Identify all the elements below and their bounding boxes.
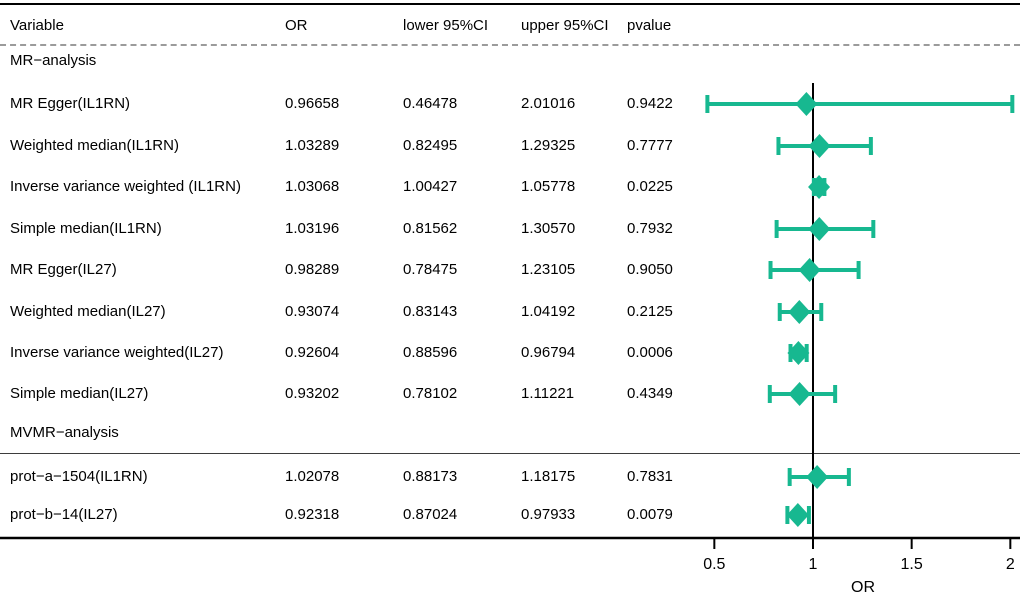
upper-ci-cell: 1.18175 — [521, 468, 576, 485]
estimate-diamond — [808, 175, 831, 199]
estimate-diamond — [808, 134, 831, 158]
upper-ci-cell: 0.97933 — [521, 506, 576, 523]
lower-ci-cell: 0.82495 — [403, 137, 458, 154]
variable-cell: MR Egger(IL1RN) — [10, 95, 131, 112]
lower-ci-cell: 0.46478 — [403, 95, 458, 112]
upper-ci-cell: 1.23105 — [521, 261, 576, 278]
variable-cell: prot−b−14(IL27) — [10, 506, 118, 523]
x-axis-tick-label: 2 — [1005, 556, 1015, 573]
x-axis-tick-label: 1.5 — [900, 556, 923, 573]
variable-cell: Weighted median(IL1RN) — [10, 137, 179, 154]
section-label: MVMR−analysis — [10, 424, 119, 441]
upper-ci-cell: 1.04192 — [521, 303, 576, 320]
or-cell: 1.03196 — [285, 220, 340, 237]
column-header-upper-ci: upper 95%CI — [521, 17, 609, 34]
pvalue-cell: 0.4349 — [627, 385, 673, 402]
lower-ci-cell: 1.00427 — [403, 178, 458, 195]
or-cell: 0.93074 — [285, 303, 340, 320]
or-cell: 1.03068 — [285, 178, 340, 195]
upper-ci-cell: 1.05778 — [521, 178, 576, 195]
pvalue-cell: 0.9422 — [627, 95, 673, 112]
top-rule — [0, 3, 1020, 5]
pvalue-cell: 0.0225 — [627, 178, 673, 195]
pvalue-cell: 0.0006 — [627, 344, 673, 361]
pvalue-cell: 0.7831 — [627, 468, 673, 485]
or-cell: 0.93202 — [285, 385, 340, 402]
x-axis-title: OR — [851, 579, 875, 596]
or-cell: 0.96658 — [285, 95, 340, 112]
lower-ci-cell: 0.78102 — [403, 385, 458, 402]
or-cell: 1.03289 — [285, 137, 340, 154]
x-axis-tick-label: 0.5 — [703, 556, 726, 573]
upper-ci-cell: 2.01016 — [521, 95, 576, 112]
variable-cell: Inverse variance weighted (IL1RN) — [10, 178, 241, 195]
column-header-or: OR — [285, 17, 308, 34]
upper-ci-cell: 1.29325 — [521, 137, 576, 154]
estimate-diamond — [808, 217, 831, 241]
or-cell: 0.98289 — [285, 261, 340, 278]
upper-ci-cell: 1.30570 — [521, 220, 576, 237]
variable-cell: prot−a−1504(IL1RN) — [10, 468, 148, 485]
pvalue-cell: 0.7932 — [627, 220, 673, 237]
pvalue-cell: 0.0079 — [627, 506, 673, 523]
pvalue-cell: 0.2125 — [627, 303, 673, 320]
mvmr-separator-rule — [0, 453, 1020, 454]
variable-cell: MR Egger(IL27) — [10, 261, 117, 278]
estimate-diamond — [795, 92, 818, 116]
variable-cell: Simple median(IL27) — [10, 385, 149, 402]
estimate-diamond — [806, 465, 829, 489]
x-axis-tick-label: 1 — [808, 556, 818, 573]
lower-ci-cell: 0.88596 — [403, 344, 458, 361]
section-label: MR−analysis — [10, 52, 97, 69]
column-header-variable: Variable — [10, 17, 64, 34]
lower-ci-cell: 0.81562 — [403, 220, 458, 237]
estimate-diamond — [788, 300, 811, 324]
lower-ci-cell: 0.78475 — [403, 261, 458, 278]
estimate-diamond — [798, 258, 821, 282]
estimate-diamond — [788, 382, 811, 406]
lower-ci-cell: 0.87024 — [403, 506, 458, 523]
lower-ci-cell: 0.83143 — [403, 303, 458, 320]
variable-cell: Simple median(IL1RN) — [10, 220, 162, 237]
or-cell: 0.92604 — [285, 344, 340, 361]
pvalue-cell: 0.7777 — [627, 137, 673, 154]
column-header-lower-ci: lower 95%CI — [403, 17, 489, 34]
upper-ci-cell: 1.11221 — [521, 385, 575, 402]
estimate-diamond — [786, 503, 809, 527]
variable-cell: Weighted median(IL27) — [10, 303, 166, 320]
estimate-diamond — [787, 341, 810, 365]
or-cell: 1.02078 — [285, 468, 340, 485]
header-separator-rule — [0, 44, 1020, 46]
lower-ci-cell: 0.88173 — [403, 468, 458, 485]
pvalue-cell: 0.9050 — [627, 261, 673, 278]
column-header-pvalue: pvalue — [627, 17, 672, 34]
variable-cell: Inverse variance weighted(IL27) — [10, 344, 224, 361]
upper-ci-cell: 0.96794 — [521, 344, 576, 361]
or-cell: 0.92318 — [285, 506, 340, 523]
